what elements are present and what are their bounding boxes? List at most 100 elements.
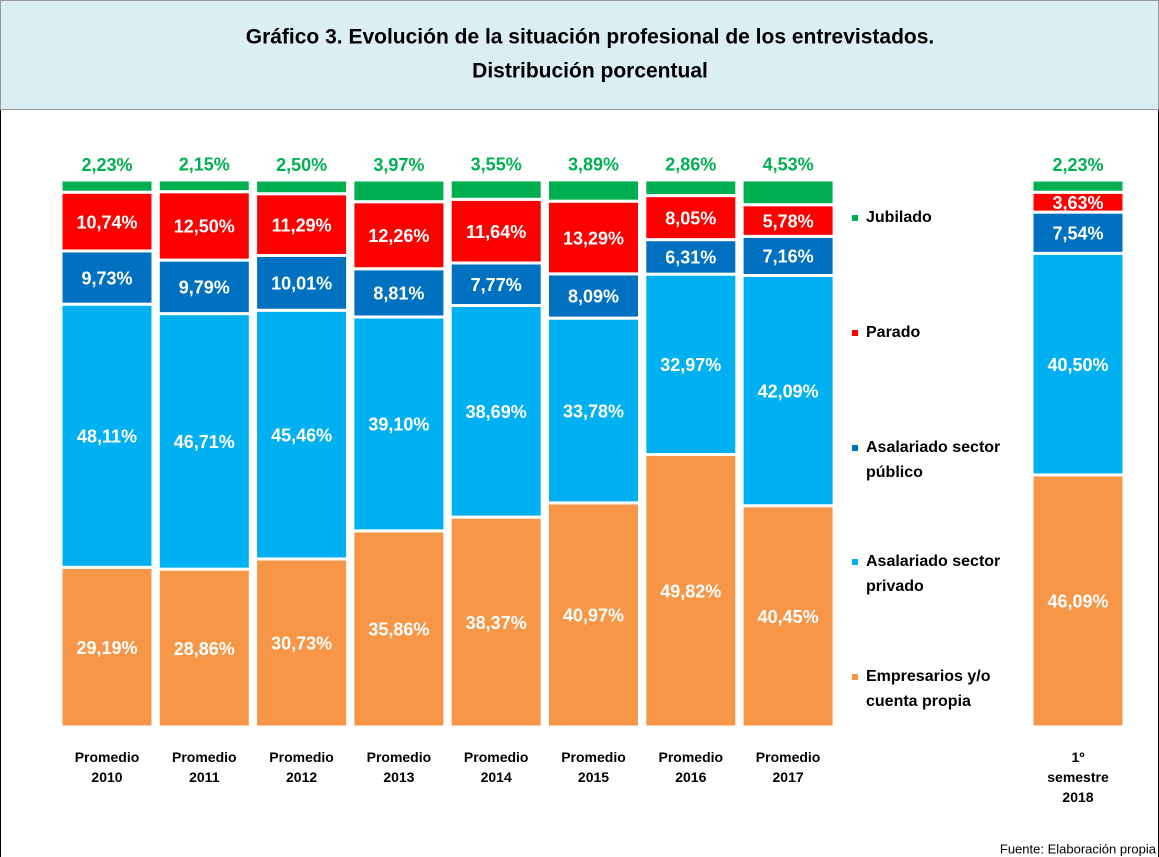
chart-subtitle: Distribución porcentual bbox=[472, 60, 708, 83]
legend-label-line: Parado bbox=[866, 324, 920, 341]
bar-segment bbox=[254, 308, 350, 561]
value-label: 10,74% bbox=[76, 212, 137, 232]
value-label: 35,86% bbox=[368, 620, 429, 640]
value-label: 29,19% bbox=[76, 638, 137, 658]
legend-label: Asalariado sector público bbox=[866, 439, 1000, 481]
bar-segment bbox=[643, 272, 739, 456]
value-label: 28,86% bbox=[174, 639, 235, 659]
value-label: 7,54% bbox=[1052, 223, 1103, 243]
x-tick-label-line: 2017 bbox=[773, 769, 804, 785]
bar-segment bbox=[643, 194, 739, 242]
x-tick-label-line: Promedio bbox=[269, 749, 334, 765]
value-label: 11,64% bbox=[466, 222, 526, 242]
bar-segment bbox=[643, 452, 739, 729]
value-label: 4,53% bbox=[763, 155, 814, 175]
value-label: 12,26% bbox=[368, 226, 429, 246]
value-label: 7,77% bbox=[471, 275, 522, 295]
x-tick-label: Promedio 2010 bbox=[75, 749, 140, 785]
bar-segment bbox=[740, 234, 836, 278]
legend-label-line: cuenta propia bbox=[866, 693, 971, 710]
value-label: 9,79% bbox=[179, 278, 230, 298]
chart-title: Gráfico 3. Evolución de la situación pro… bbox=[246, 26, 935, 49]
x-tick-label: Promedio 2011 bbox=[172, 749, 237, 785]
bar-segment bbox=[351, 200, 447, 271]
bar-segment bbox=[448, 515, 544, 729]
x-tick-label-line: 2013 bbox=[383, 769, 414, 785]
x-tick-label: Promedio 2012 bbox=[269, 749, 334, 785]
bar-segment bbox=[1030, 178, 1126, 194]
x-tick-label-line: 2014 bbox=[481, 769, 512, 785]
value-label: 45,46% bbox=[271, 425, 332, 445]
bar-segment bbox=[59, 178, 155, 194]
value-label: 30,73% bbox=[271, 634, 332, 654]
x-tick-label-line: 2012 bbox=[286, 769, 317, 785]
x-tick-label-line: 1º bbox=[1072, 749, 1085, 765]
x-tick-label-line: 2011 bbox=[189, 769, 220, 785]
x-tick-label-line: 2015 bbox=[578, 769, 609, 785]
bar-segment bbox=[546, 178, 641, 203]
bar-segment bbox=[448, 178, 544, 201]
legend-swatch bbox=[852, 215, 858, 221]
legend-swatch bbox=[852, 674, 858, 680]
bar-segment bbox=[740, 274, 836, 508]
value-label: 2,86% bbox=[665, 155, 716, 175]
bar-segment bbox=[740, 178, 836, 207]
x-tick-label: Promedio 2017 bbox=[756, 749, 821, 785]
x-tick-label: Promedio 2013 bbox=[367, 749, 432, 785]
value-label: 8,81% bbox=[373, 284, 424, 304]
value-label: 49,82% bbox=[660, 581, 721, 601]
x-tick-label: 1º semestre 2018 bbox=[1047, 749, 1109, 805]
value-label: 2,23% bbox=[81, 155, 132, 175]
bar-segment bbox=[254, 557, 350, 729]
bar-segment bbox=[448, 197, 544, 265]
x-tick-label: Promedio 2015 bbox=[561, 749, 626, 785]
legend-swatch bbox=[852, 445, 858, 451]
bar-segment bbox=[156, 178, 252, 194]
value-label: 8,05% bbox=[665, 208, 716, 228]
bar-segment bbox=[546, 501, 641, 729]
value-label: 6,31% bbox=[665, 248, 716, 268]
bar-segment bbox=[351, 315, 447, 533]
value-label: 33,78% bbox=[563, 401, 624, 421]
value-label: 5,78% bbox=[763, 211, 814, 231]
value-label: 9,73% bbox=[81, 268, 132, 288]
legend-label-line: Asalariado sector bbox=[866, 439, 1000, 456]
source: Fuente: Elaboración propia bbox=[1000, 841, 1157, 856]
value-label: 46,71% bbox=[174, 432, 235, 452]
x-tick-label-line: Promedio bbox=[756, 749, 821, 765]
value-label: 3,63% bbox=[1052, 193, 1103, 213]
value-label: 13,29% bbox=[563, 228, 624, 248]
x-tick-label-line: Promedio bbox=[659, 749, 724, 765]
bar-segment bbox=[546, 199, 641, 276]
x-tick-label-line: Promedio bbox=[75, 749, 140, 765]
bar-segment bbox=[546, 272, 641, 320]
legend-label: Empresarios y/o cuenta propia bbox=[866, 668, 991, 710]
x-tick-label-line: Promedio bbox=[172, 749, 237, 765]
bar-segment bbox=[351, 529, 447, 729]
legend-label: Asalariado sector privado bbox=[866, 553, 1000, 595]
x-tick-label-line: 2016 bbox=[675, 769, 706, 785]
value-label: 3,89% bbox=[568, 155, 619, 175]
value-label: 42,09% bbox=[758, 381, 819, 401]
value-label: 38,69% bbox=[466, 402, 527, 422]
x-tick-label-line: Promedio bbox=[464, 749, 529, 765]
value-label: 11,29% bbox=[272, 215, 332, 235]
value-label: 48,11% bbox=[77, 426, 137, 446]
x-tick-label: Promedio 2016 bbox=[659, 749, 724, 785]
bar-segment bbox=[156, 312, 252, 571]
legend-label-line: Asalariado sector bbox=[866, 553, 1000, 570]
bar-segment bbox=[156, 190, 252, 262]
bar-segment bbox=[254, 253, 350, 312]
legend-label-line: público bbox=[866, 464, 923, 481]
legend-label: Parado bbox=[866, 324, 920, 341]
bar-segment bbox=[1030, 473, 1126, 729]
value-label: 38,37% bbox=[466, 613, 527, 633]
value-label: 2,15% bbox=[179, 155, 230, 175]
value-label: 32,97% bbox=[660, 355, 721, 375]
bar-segment bbox=[643, 178, 739, 198]
x-tick-label-line: Promedio bbox=[561, 749, 626, 765]
legend-label-line: Jubilado bbox=[866, 209, 932, 226]
bar-segment bbox=[254, 192, 350, 257]
value-label: 7,16% bbox=[763, 247, 814, 267]
